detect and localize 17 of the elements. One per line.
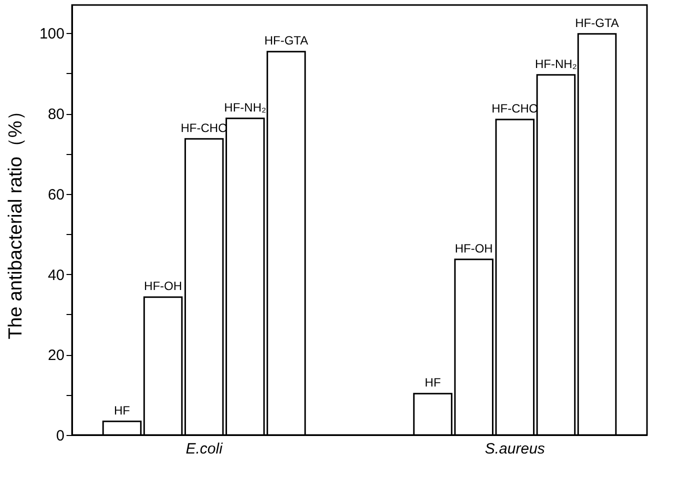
series-label: HF-GTA <box>264 34 308 48</box>
y-tick-label: 40 <box>48 266 64 284</box>
y-axis-title: The antibacterial ratio（%） <box>5 102 26 340</box>
y-tick-label: 0 <box>56 428 64 444</box>
x-tick-label: E.coli <box>186 440 224 458</box>
y-tick-label: 80 <box>48 106 64 124</box>
text: HF <box>424 376 441 390</box>
series-label: HF-OH <box>454 241 493 256</box>
y-tick-label: 60 <box>48 186 64 204</box>
series-label: HF-NH₂ <box>224 100 266 114</box>
y-tick-label: 20 <box>48 347 64 364</box>
text: HF-NH₂ <box>534 56 577 71</box>
text: HF-GTA <box>575 16 619 30</box>
x-tick-label: S.aureus <box>484 440 546 458</box>
y-tick-label: 100 <box>39 26 64 43</box>
text: HF-OH <box>144 279 182 294</box>
series-label: HF <box>114 403 130 418</box>
